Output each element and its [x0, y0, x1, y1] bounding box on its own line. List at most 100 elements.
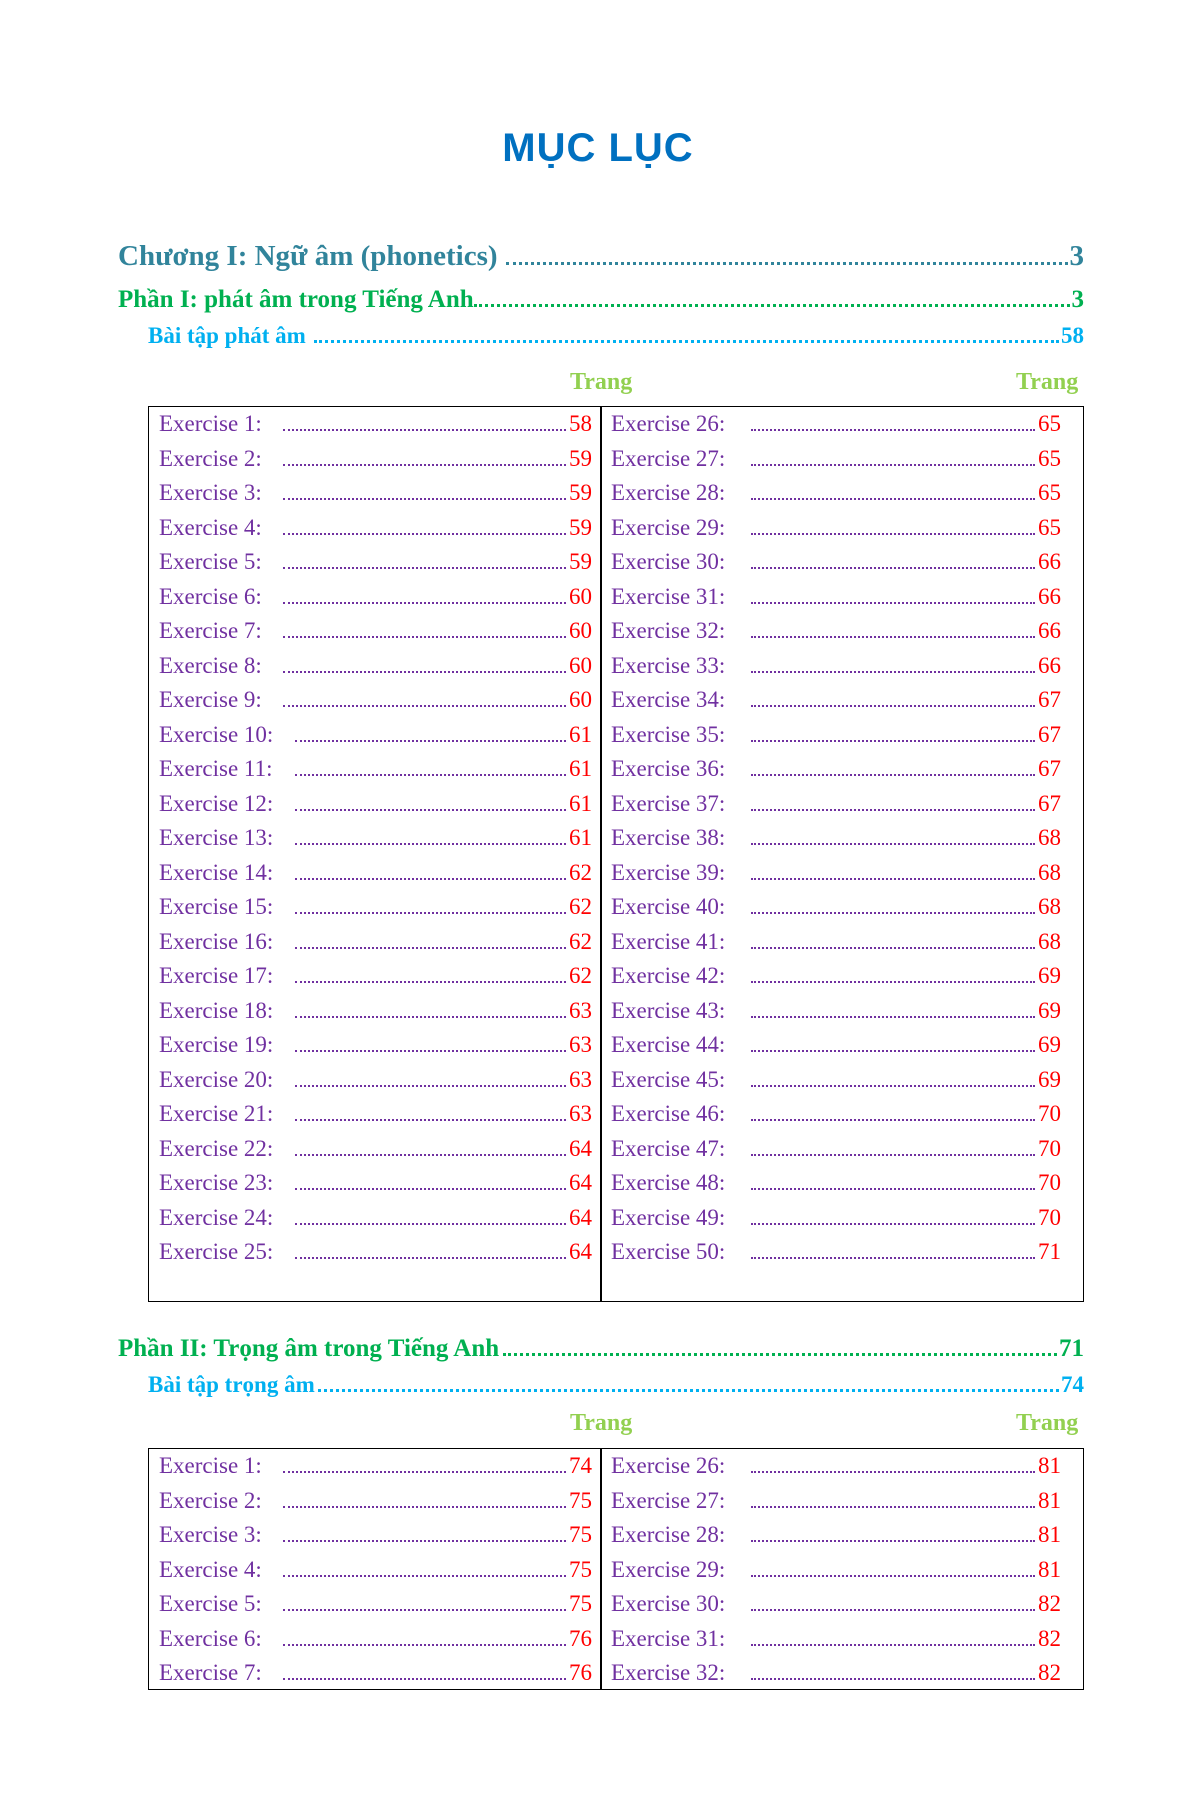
toc-exercise-row[interactable]: Exercise 29: 81 — [611, 1553, 1061, 1588]
exercise-label: Exercise 6: — [159, 583, 262, 609]
dot-leader — [283, 1678, 566, 1680]
exercise-label: Exercise 28: — [611, 480, 726, 505]
toc-exercise-row[interactable]: Exercise 20: 63 — [159, 1063, 592, 1098]
toc-exercise-row[interactable]: Exercise 43: 69 — [611, 994, 1061, 1029]
toc-exercise-row[interactable]: Exercise 12: 61 — [159, 787, 592, 822]
toc-exercise-row[interactable]: Exercise 46: 70 — [611, 1097, 1061, 1132]
toc-exercise-row[interactable]: Exercise 4: 75 — [159, 1553, 592, 1588]
toc-exercise-row[interactable]: Exercise 25: 64 — [159, 1235, 592, 1270]
toc-exercise-row[interactable]: Exercise 27: 65 — [611, 442, 1061, 477]
toc-exercise-row[interactable]: Exercise 31: 66 — [611, 580, 1061, 615]
dot-leader — [283, 601, 566, 604]
toc-exercise-row[interactable]: Exercise 30: 82 — [611, 1587, 1061, 1622]
toc-exercise-row[interactable]: Exercise 33: 66 — [611, 649, 1061, 684]
exercise-label: Exercise 39: — [611, 859, 726, 885]
toc-exercise-row[interactable]: Exercise 29: 65 — [611, 511, 1061, 546]
toc-part-2[interactable]: Phần II: Trọng âm trong Tiếng Anh 71 — [118, 1335, 1084, 1363]
dot-leader — [295, 981, 566, 983]
toc-exercise-row[interactable]: Exercise 32: 82 — [611, 1656, 1061, 1691]
toc-exercise-row[interactable]: Exercise 15: 62 — [159, 890, 592, 925]
dot-leader — [751, 1609, 1035, 1611]
exercise-label: Exercise 32: — [611, 618, 726, 643]
toc-exercise-row[interactable]: Exercise 4: 59 — [159, 511, 592, 546]
toc-exercise-set-2[interactable]: Bài tập trọng âm 74 — [148, 1372, 1084, 1398]
toc-exercise-row[interactable]: Exercise 45: 69 — [611, 1063, 1061, 1098]
toc-exercise-row[interactable]: Exercise 47: 70 — [611, 1132, 1061, 1167]
column-left: Exercise 1: 58 Exercise 2: 59 Exercise 3: 59 E… — [159, 407, 592, 1301]
toc-exercise-row[interactable]: Exercise 48: 70 — [611, 1166, 1061, 1201]
toc-exercise-row[interactable]: Exercise 34: 67 — [611, 683, 1061, 718]
toc-exercise-row[interactable]: Exercise 23: 64 — [159, 1166, 592, 1201]
toc-exercise-row[interactable]: Exercise 44: 69 — [611, 1028, 1061, 1063]
toc-exercise-row[interactable]: Exercise 9: 60 — [159, 683, 592, 718]
toc-exercise-row[interactable]: Exercise 26: 65 — [611, 407, 1061, 442]
toc-exercise-row[interactable]: Exercise 28: 65 — [611, 476, 1061, 511]
toc-exercise-row[interactable]: Exercise 42: 69 — [611, 959, 1061, 994]
exercise-label: Exercise 31: — [611, 583, 726, 609]
toc-exercise-row[interactable]: Exercise 8: 60 — [159, 649, 592, 684]
dot-leader — [751, 705, 1035, 707]
exercise-label: Exercise 34: — [611, 687, 726, 712]
toc-exercise-row[interactable]: Exercise 13: 61 — [159, 821, 592, 856]
toc-chapter-1[interactable]: Chương I: Ngữ âm (phonetics) 3 — [118, 240, 1084, 273]
toc-exercise-row[interactable]: Exercise 18: 63 — [159, 994, 592, 1029]
toc-exercise-row[interactable]: Exercise 31: 82 — [611, 1622, 1061, 1657]
toc-exercise-row[interactable]: Exercise 17: 62 — [159, 959, 592, 994]
exercise-page-number: 68 — [1038, 859, 1061, 885]
exercise-label: Exercise 14: — [159, 859, 274, 885]
toc-exercise-row[interactable]: Exercise 16: 62 — [159, 925, 592, 960]
exercise-page-number: 81 — [1038, 1556, 1061, 1582]
toc-exercise-row[interactable]: Exercise 7: 60 — [159, 614, 592, 649]
toc-exercise-row[interactable]: Exercise 22: 64 — [159, 1132, 592, 1167]
toc-exercise-row[interactable]: Exercise 1: 58 — [159, 407, 592, 442]
toc-exercise-row[interactable]: Exercise 5: 75 — [159, 1587, 592, 1622]
toc-exercise-row[interactable]: Exercise 39: 68 — [611, 856, 1061, 891]
toc-exercise-row[interactable]: Exercise 10: 61 — [159, 718, 592, 753]
toc-exercise-row[interactable]: Exercise 21: 63 — [159, 1097, 592, 1132]
column-left: Exercise 1: 74 Exercise 2: 75 Exercise 3: 75 E… — [159, 1449, 592, 1689]
dot-leader — [751, 946, 1035, 949]
toc-exercise-row[interactable]: Exercise 2: 59 — [159, 442, 592, 477]
toc-exercise-row[interactable]: Exercise 41: 68 — [611, 925, 1061, 960]
toc-exercise-row[interactable]: Exercise 37: 67 — [611, 787, 1061, 822]
toc-exercise-row[interactable]: Exercise 2: 75 — [159, 1484, 592, 1519]
toc-exercise-row[interactable]: Exercise 24: 64 — [159, 1201, 592, 1236]
exercise-page-number: 67 — [1038, 721, 1061, 747]
exercise-page-number: 59 — [569, 480, 592, 505]
toc-exercise-row[interactable]: Exercise 38: 68 — [611, 821, 1061, 856]
exercise-label: Exercise 31: — [611, 1625, 726, 1651]
toc-exercise-row[interactable]: Exercise 35: 67 — [611, 718, 1061, 753]
toc-exercise-row[interactable]: Exercise 5: 59 — [159, 545, 592, 580]
dot-leader — [751, 670, 1035, 673]
toc-exercise-row[interactable]: Exercise 32: 66 — [611, 614, 1061, 649]
toc-exercise-row[interactable]: Exercise 6: 76 — [159, 1622, 592, 1657]
toc-exercise-row[interactable]: Exercise 19: 63 — [159, 1028, 592, 1063]
column-divider — [600, 1449, 602, 1689]
toc-exercise-row[interactable]: Exercise 3: 75 — [159, 1518, 592, 1553]
toc-exercise-row[interactable]: Exercise 26: 81 — [611, 1449, 1061, 1484]
toc-exercise-row[interactable]: Exercise 7: 76 — [159, 1656, 592, 1691]
toc-exercise-row[interactable]: Exercise 14: 62 — [159, 856, 592, 891]
toc-exercise-set-1[interactable]: Bài tập phát âm 58 — [148, 323, 1084, 349]
toc-exercise-row[interactable]: Exercise 1: 74 — [159, 1449, 592, 1484]
exercise-page-number: 70 — [1038, 1204, 1061, 1230]
dot-leader — [751, 1257, 1035, 1259]
dot-leader — [295, 739, 566, 742]
toc-exercise-row[interactable]: Exercise 40: 68 — [611, 890, 1061, 925]
exercise-page-number: 76 — [569, 1660, 592, 1685]
exercise-table-1: Exercise 1: 58 Exercise 2: 59 Exercise 3: 59 E… — [148, 406, 1084, 1302]
toc-part-1[interactable]: Phần I: phát âm trong Tiếng Anh 3 — [118, 286, 1084, 314]
dot-leader — [751, 1471, 1035, 1473]
toc-exercise-row[interactable]: Exercise 50: 71 — [611, 1235, 1061, 1270]
exercise-page-number: 67 — [1038, 790, 1061, 816]
toc-exercise-row[interactable]: Exercise 6: 60 — [159, 580, 592, 615]
exercise-page-number: 62 — [569, 928, 592, 954]
exercise-label: Exercise 48: — [611, 1170, 726, 1195]
toc-exercise-row[interactable]: Exercise 28: 81 — [611, 1518, 1061, 1553]
toc-exercise-row[interactable]: Exercise 36: 67 — [611, 752, 1061, 787]
toc-exercise-row[interactable]: Exercise 27: 81 — [611, 1484, 1061, 1519]
toc-exercise-row[interactable]: Exercise 49: 70 — [611, 1201, 1061, 1236]
toc-exercise-row[interactable]: Exercise 3: 59 — [159, 476, 592, 511]
toc-exercise-row[interactable]: Exercise 30: 66 — [611, 545, 1061, 580]
toc-exercise-row[interactable]: Exercise 11: 61 — [159, 752, 592, 787]
